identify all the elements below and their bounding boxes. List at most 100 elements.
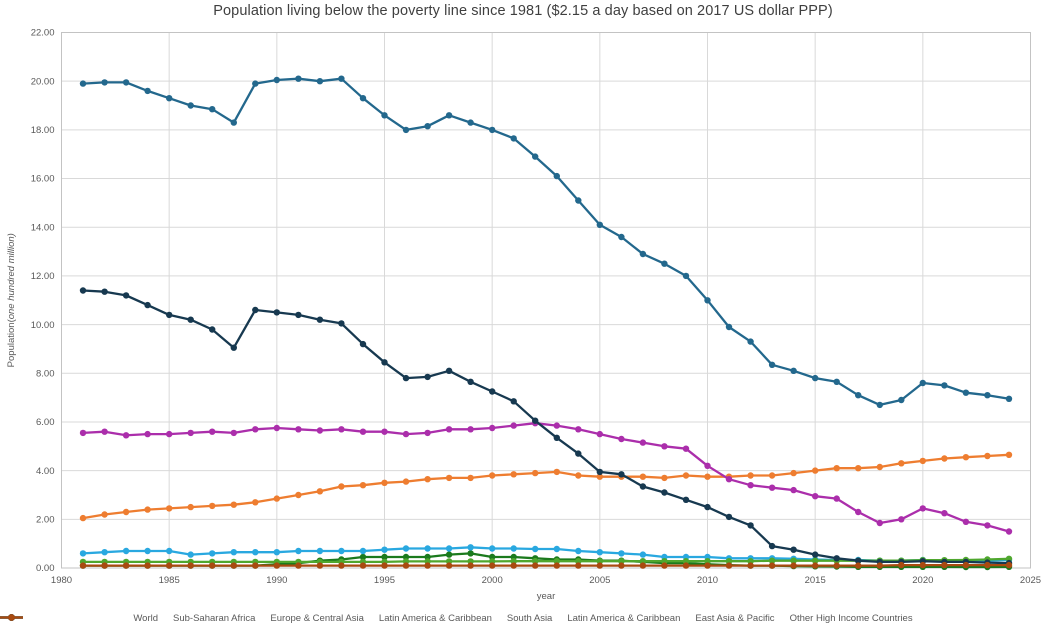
data-point[interactable] xyxy=(122,432,130,439)
data-point[interactable] xyxy=(639,439,647,446)
data-point[interactable] xyxy=(1005,395,1013,402)
data-point[interactable] xyxy=(316,78,324,85)
data-point[interactable] xyxy=(402,430,410,438)
data-point[interactable] xyxy=(725,562,733,569)
data-point[interactable] xyxy=(553,545,560,553)
data-point[interactable] xyxy=(424,545,431,552)
data-point[interactable] xyxy=(402,562,410,569)
data-point[interactable] xyxy=(682,445,690,452)
data-point[interactable] xyxy=(79,550,87,557)
data-point[interactable] xyxy=(79,429,87,437)
data-point[interactable] xyxy=(768,361,776,368)
data-point[interactable] xyxy=(489,472,496,479)
data-point[interactable] xyxy=(359,428,367,435)
data-point[interactable] xyxy=(381,479,388,486)
data-point[interactable] xyxy=(166,311,173,319)
data-point[interactable] xyxy=(273,424,280,432)
legend-item-south-asia-4[interactable]: South Asia xyxy=(0,613,552,624)
data-point[interactable] xyxy=(424,429,431,437)
data-point[interactable] xyxy=(489,545,496,552)
data-point[interactable] xyxy=(747,522,754,529)
data-point[interactable] xyxy=(381,359,388,366)
data-point[interactable] xyxy=(919,457,926,465)
data-point[interactable] xyxy=(252,306,259,314)
data-point[interactable] xyxy=(209,326,216,333)
data-point[interactable] xyxy=(747,562,754,569)
data-point[interactable] xyxy=(812,557,819,564)
data-point[interactable] xyxy=(682,496,690,503)
data-point[interactable] xyxy=(381,562,388,569)
data-point[interactable] xyxy=(445,545,453,552)
data-point[interactable] xyxy=(467,544,474,551)
data-point[interactable] xyxy=(855,557,862,564)
data-point[interactable] xyxy=(768,557,776,564)
data-point[interactable] xyxy=(747,472,754,479)
data-point[interactable] xyxy=(122,508,130,516)
data-point[interactable] xyxy=(532,153,539,160)
data-point[interactable] xyxy=(876,519,883,527)
data-point[interactable] xyxy=(445,367,453,374)
data-point[interactable] xyxy=(445,551,453,558)
data-point[interactable] xyxy=(639,473,647,480)
data-point[interactable] xyxy=(316,562,324,569)
series-south-asia-4[interactable] xyxy=(79,420,1013,535)
data-point[interactable] xyxy=(898,460,905,467)
data-point[interactable] xyxy=(209,106,216,113)
data-point[interactable] xyxy=(984,392,991,399)
data-point[interactable] xyxy=(768,484,776,491)
data-point[interactable] xyxy=(273,495,280,502)
data-point[interactable] xyxy=(876,463,883,471)
data-point[interactable] xyxy=(919,505,926,512)
data-point[interactable] xyxy=(252,426,259,433)
data-point[interactable] xyxy=(812,467,819,474)
data-point[interactable] xyxy=(359,562,367,569)
data-point[interactable] xyxy=(575,197,582,204)
data-point[interactable] xyxy=(101,511,108,518)
data-point[interactable] xyxy=(424,476,431,483)
data-point[interactable] xyxy=(489,126,496,134)
data-point[interactable] xyxy=(575,562,582,569)
data-point[interactable] xyxy=(575,450,582,457)
data-point[interactable] xyxy=(166,562,173,569)
data-point[interactable] xyxy=(855,392,862,399)
data-point[interactable] xyxy=(704,462,711,469)
data-point[interactable] xyxy=(682,562,690,569)
data-point[interactable] xyxy=(661,443,668,450)
data-point[interactable] xyxy=(489,562,496,569)
data-point[interactable] xyxy=(532,545,539,553)
data-point[interactable] xyxy=(833,465,840,472)
data-point[interactable] xyxy=(144,506,151,513)
data-point[interactable] xyxy=(876,401,883,409)
data-point[interactable] xyxy=(273,549,280,556)
data-point[interactable] xyxy=(295,491,302,499)
series-world-0[interactable] xyxy=(79,75,1013,409)
data-point[interactable] xyxy=(144,301,151,309)
data-point[interactable] xyxy=(166,505,173,512)
data-point[interactable] xyxy=(962,518,970,525)
data-point[interactable] xyxy=(639,558,647,565)
data-point[interactable] xyxy=(639,483,647,490)
data-point[interactable] xyxy=(338,75,345,82)
data-point[interactable] xyxy=(359,547,367,555)
data-point[interactable] xyxy=(510,135,517,142)
data-point[interactable] xyxy=(187,429,194,437)
data-point[interactable] xyxy=(252,80,259,87)
data-point[interactable] xyxy=(898,516,905,523)
data-point[interactable] xyxy=(79,287,87,294)
data-point[interactable] xyxy=(618,550,625,557)
data-point[interactable] xyxy=(596,468,603,476)
data-point[interactable] xyxy=(833,378,840,385)
data-point[interactable] xyxy=(338,483,345,490)
data-point[interactable] xyxy=(402,553,410,561)
legend-item-east-asia-pacific-6[interactable]: East Asia & Pacific xyxy=(0,613,775,624)
data-point[interactable] xyxy=(122,79,130,86)
data-point[interactable] xyxy=(661,489,668,496)
data-point[interactable] xyxy=(295,562,302,569)
data-point[interactable] xyxy=(919,561,926,569)
data-point[interactable] xyxy=(553,468,560,476)
data-point[interactable] xyxy=(553,172,560,180)
data-point[interactable] xyxy=(230,429,237,437)
data-point[interactable] xyxy=(79,562,87,569)
data-point[interactable] xyxy=(166,430,173,438)
data-point[interactable] xyxy=(510,422,517,429)
